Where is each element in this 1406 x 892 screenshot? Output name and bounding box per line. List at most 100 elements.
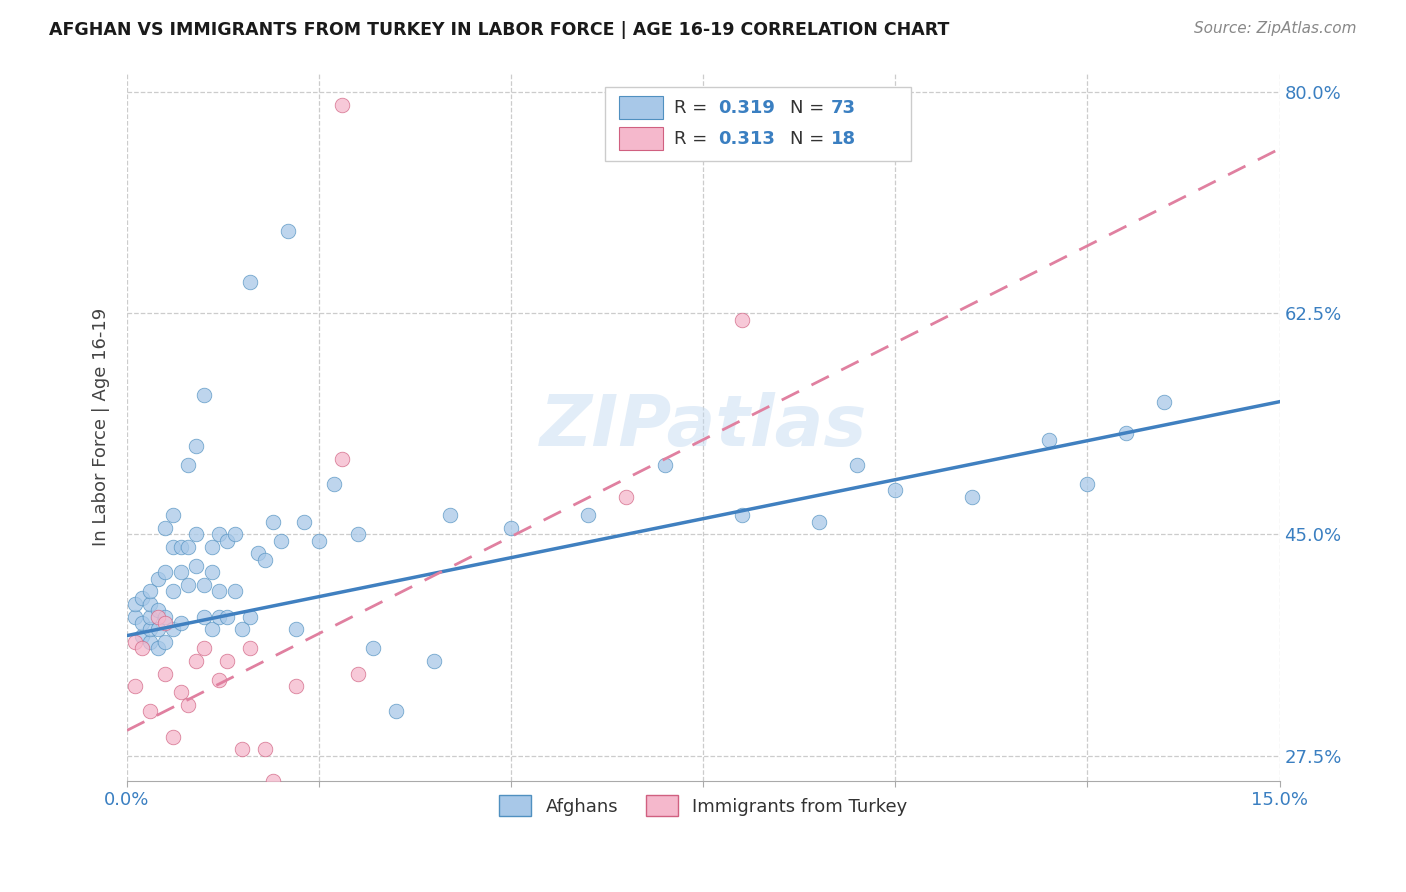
Point: [330, 451, 353, 466]
Point: [146, 603, 169, 617]
FancyBboxPatch shape: [619, 96, 664, 119]
Point: [346, 527, 368, 541]
Point: [208, 584, 231, 599]
Point: [139, 597, 162, 611]
Point: [215, 654, 238, 668]
Point: [177, 698, 200, 713]
Point: [146, 609, 169, 624]
Point: [170, 685, 193, 699]
Point: [501, 818, 523, 832]
Point: [884, 483, 907, 498]
Point: [385, 705, 408, 719]
Point: [960, 490, 983, 504]
Point: [155, 521, 177, 535]
Point: [231, 622, 253, 636]
Point: [193, 641, 215, 656]
Text: R =: R =: [675, 99, 713, 117]
Point: [162, 540, 184, 554]
Text: Source: ZipAtlas.com: Source: ZipAtlas.com: [1194, 21, 1357, 36]
Point: [155, 635, 177, 649]
Point: [139, 584, 162, 599]
Point: [262, 774, 284, 789]
Point: [186, 559, 208, 574]
Point: [423, 654, 446, 668]
Point: [146, 622, 169, 636]
Point: [330, 97, 353, 112]
Point: [155, 666, 177, 681]
Point: [246, 546, 269, 560]
Point: [292, 515, 315, 529]
Point: [308, 533, 330, 548]
FancyBboxPatch shape: [606, 87, 911, 161]
Point: [208, 673, 231, 687]
Point: [139, 609, 162, 624]
Point: [239, 275, 262, 289]
Point: [370, 787, 392, 801]
Point: [461, 824, 484, 838]
Point: [616, 490, 638, 504]
Point: [186, 654, 208, 668]
Y-axis label: In Labor Force | Age 16-19: In Labor Force | Age 16-19: [93, 308, 110, 546]
Point: [155, 566, 177, 580]
Text: AFGHAN VS IMMIGRANTS FROM TURKEY IN LABOR FORCE | AGE 16-19 CORRELATION CHART: AFGHAN VS IMMIGRANTS FROM TURKEY IN LABO…: [49, 21, 949, 38]
Point: [170, 615, 193, 630]
Point: [177, 458, 200, 472]
Text: R =: R =: [675, 130, 713, 148]
Point: [215, 609, 238, 624]
Point: [285, 679, 308, 693]
Point: [193, 578, 215, 592]
Point: [408, 787, 430, 801]
Point: [124, 635, 146, 649]
Point: [200, 540, 222, 554]
Point: [124, 609, 146, 624]
Text: 0.319: 0.319: [718, 99, 775, 117]
Point: [1115, 426, 1137, 441]
Point: [139, 622, 162, 636]
Point: [231, 742, 253, 756]
Point: [162, 584, 184, 599]
Point: [155, 609, 177, 624]
Point: [215, 533, 238, 548]
Point: [177, 578, 200, 592]
Text: ZIPatlas: ZIPatlas: [540, 392, 868, 461]
Point: [162, 730, 184, 744]
Point: [139, 635, 162, 649]
Point: [224, 584, 246, 599]
Point: [193, 609, 215, 624]
Point: [285, 622, 308, 636]
Point: [186, 527, 208, 541]
Point: [177, 540, 200, 554]
Point: [131, 641, 153, 656]
Point: [146, 641, 169, 656]
Point: [346, 666, 368, 681]
Point: [146, 572, 169, 586]
Point: [239, 609, 262, 624]
Legend: Afghans, Immigrants from Turkey: Afghans, Immigrants from Turkey: [489, 786, 917, 825]
Point: [1076, 476, 1098, 491]
Point: [131, 591, 153, 605]
Point: [170, 540, 193, 554]
Point: [654, 458, 676, 472]
Point: [323, 476, 346, 491]
Point: [162, 508, 184, 523]
Point: [131, 629, 153, 643]
Text: 0.313: 0.313: [718, 130, 775, 148]
Point: [254, 553, 277, 567]
Point: [501, 521, 523, 535]
Text: 73: 73: [831, 99, 856, 117]
Text: N =: N =: [790, 99, 830, 117]
Point: [254, 742, 277, 756]
Text: N =: N =: [790, 130, 830, 148]
Point: [193, 388, 215, 402]
Point: [270, 533, 292, 548]
Point: [731, 508, 754, 523]
Point: [208, 609, 231, 624]
Point: [1038, 433, 1060, 447]
Point: [576, 508, 599, 523]
Point: [139, 705, 162, 719]
Point: [186, 439, 208, 453]
Point: [200, 622, 222, 636]
Point: [731, 312, 754, 326]
Point: [170, 566, 193, 580]
Point: [155, 615, 177, 630]
